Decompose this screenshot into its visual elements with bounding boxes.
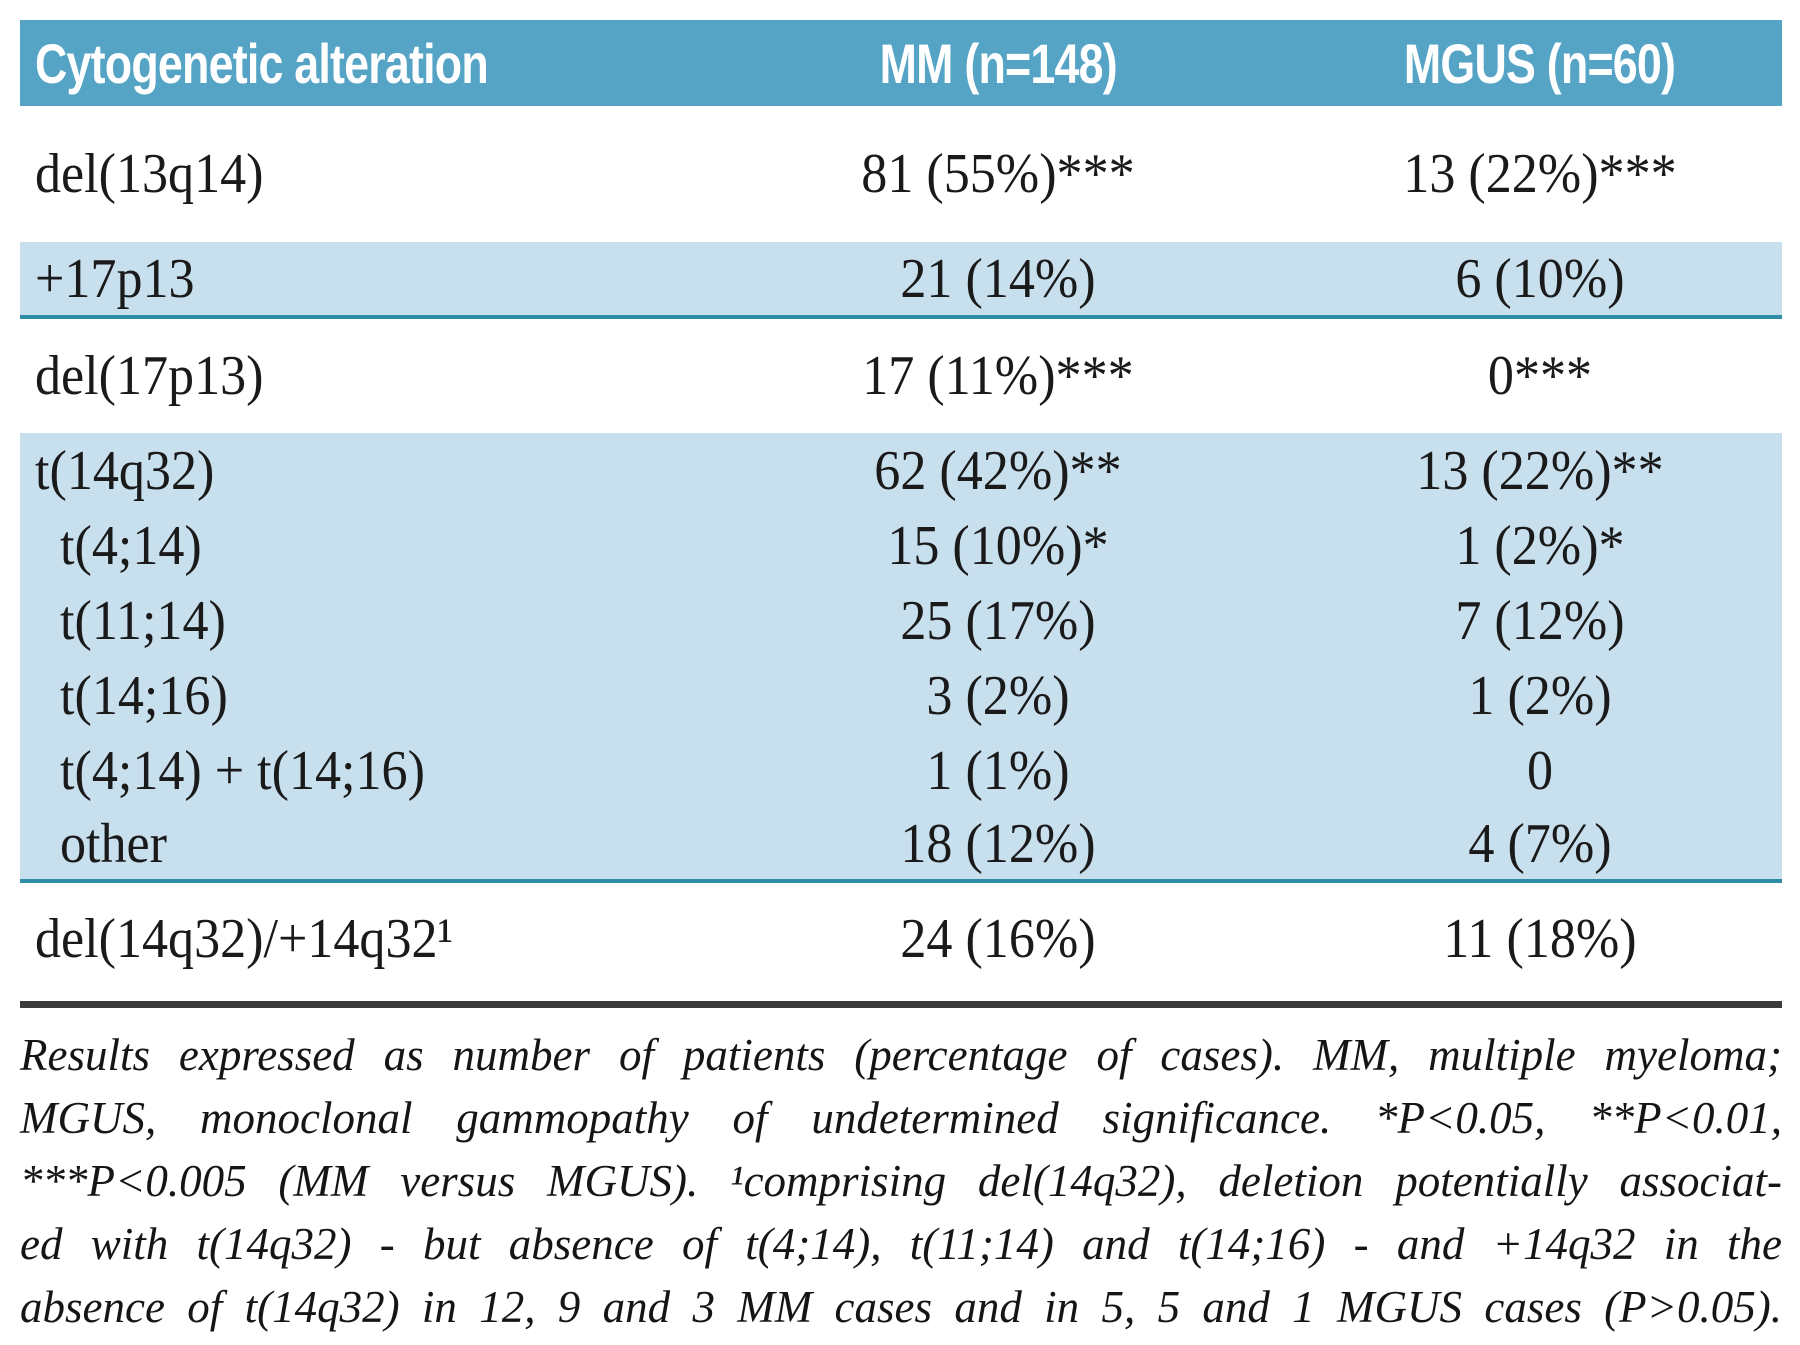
mgus-value: 0	[1526, 739, 1553, 802]
row-label: t(14q32)	[35, 439, 215, 502]
mm-value: 24 (16%)	[900, 908, 1096, 970]
table-row-del14q32: del(14q32)/+14q32¹ 24 (16%) 11 (18%)	[20, 883, 1782, 995]
column-header-mgus-label: MGUS (n=60)	[1404, 31, 1676, 95]
column-header-mm-label: MM (n=148)	[879, 31, 1117, 95]
table-row-t11-14: t(11;14) 25 (17%) 7 (12%)	[20, 583, 1782, 658]
column-header-alteration: Cytogenetic alteration	[20, 31, 698, 96]
row-label: other	[60, 812, 168, 875]
mm-value: 1 (1%)	[926, 739, 1070, 802]
mgus-value: 6 (10%)	[1455, 247, 1625, 310]
mgus-value: 4 (7%)	[1468, 812, 1612, 875]
mgus-value: 11 (18%)	[1443, 908, 1637, 970]
footnote: Results expressed as number of patients …	[20, 1024, 1782, 1339]
mm-value: 17 (11%)***	[862, 345, 1134, 407]
row-label: del(17p13)	[35, 345, 264, 407]
table-row-t4-14-plus-t14-16: t(4;14) + t(14;16) 1 (1%) 0	[20, 733, 1782, 808]
row-label: t(4;14)	[60, 514, 202, 577]
footnote-line: absence of t(14q32) in 12, 9 and 3 MM ca…	[20, 1282, 1782, 1332]
table-row-del17p13: del(17p13) 17 (11%)*** 0***	[20, 319, 1782, 433]
table-row-t14q32: t(14q32) 62 (42%)** 13 (22%)**	[20, 433, 1782, 508]
mgus-value: 7 (12%)	[1455, 589, 1625, 652]
mm-value: 18 (12%)	[900, 812, 1096, 875]
mm-value: 81 (55%)***	[861, 143, 1135, 205]
mm-value: 3 (2%)	[926, 664, 1070, 727]
row-label: del(13q14)	[35, 143, 264, 205]
mgus-value: 13 (22%)**	[1416, 439, 1664, 502]
column-header-alteration-label: Cytogenetic alteration	[35, 31, 489, 95]
row-label: +17p13	[35, 247, 195, 310]
table-header-row: Cytogenetic alteration MM (n=148) MGUS (…	[20, 20, 1782, 106]
mgus-value: 0***	[1487, 345, 1592, 407]
footnote-line: Results expressed as number of patients …	[20, 1030, 1782, 1080]
row-label: t(11;14)	[60, 589, 226, 652]
table-row-t14-16: t(14;16) 3 (2%) 1 (2%)	[20, 658, 1782, 733]
table-row-del13q14: del(13q14) 81 (55%)*** 13 (22%)***	[20, 106, 1782, 242]
mgus-value: 1 (2%)*	[1455, 514, 1625, 577]
table-row-plus17p13: +17p13 21 (14%) 6 (10%)	[20, 242, 1782, 319]
mgus-value: 13 (22%)***	[1403, 143, 1677, 205]
mm-value: 25 (17%)	[900, 589, 1096, 652]
column-header-mgus: MGUS (n=60)	[1297, 31, 1782, 96]
table-row-other: other 18 (12%) 4 (7%)	[20, 808, 1782, 883]
footnote-line: MGUS, monoclonal gammopathy of undetermi…	[20, 1093, 1782, 1143]
mgus-value: 1 (2%)	[1468, 664, 1612, 727]
row-label: t(14;16)	[60, 664, 228, 727]
cytogenetics-table: Cytogenetic alteration MM (n=148) MGUS (…	[20, 20, 1782, 995]
footnote-separator-rule	[20, 1001, 1782, 1008]
mm-value: 15 (10%)*	[887, 514, 1109, 577]
footnote-line: ed with t(14q32) - but absence of t(4;14…	[20, 1219, 1782, 1269]
mm-value: 21 (14%)	[900, 247, 1096, 310]
row-label: t(4;14) + t(14;16)	[60, 739, 425, 802]
table-row-t4-14: t(4;14) 15 (10%)* 1 (2%)*	[20, 508, 1782, 583]
footnote-line: ***P<0.005 (MM versus MGUS). ¹comprising…	[20, 1156, 1782, 1206]
row-label: del(14q32)/+14q32¹	[35, 908, 454, 970]
column-header-mm: MM (n=148)	[698, 31, 1297, 96]
mm-value: 62 (42%)**	[874, 439, 1122, 502]
